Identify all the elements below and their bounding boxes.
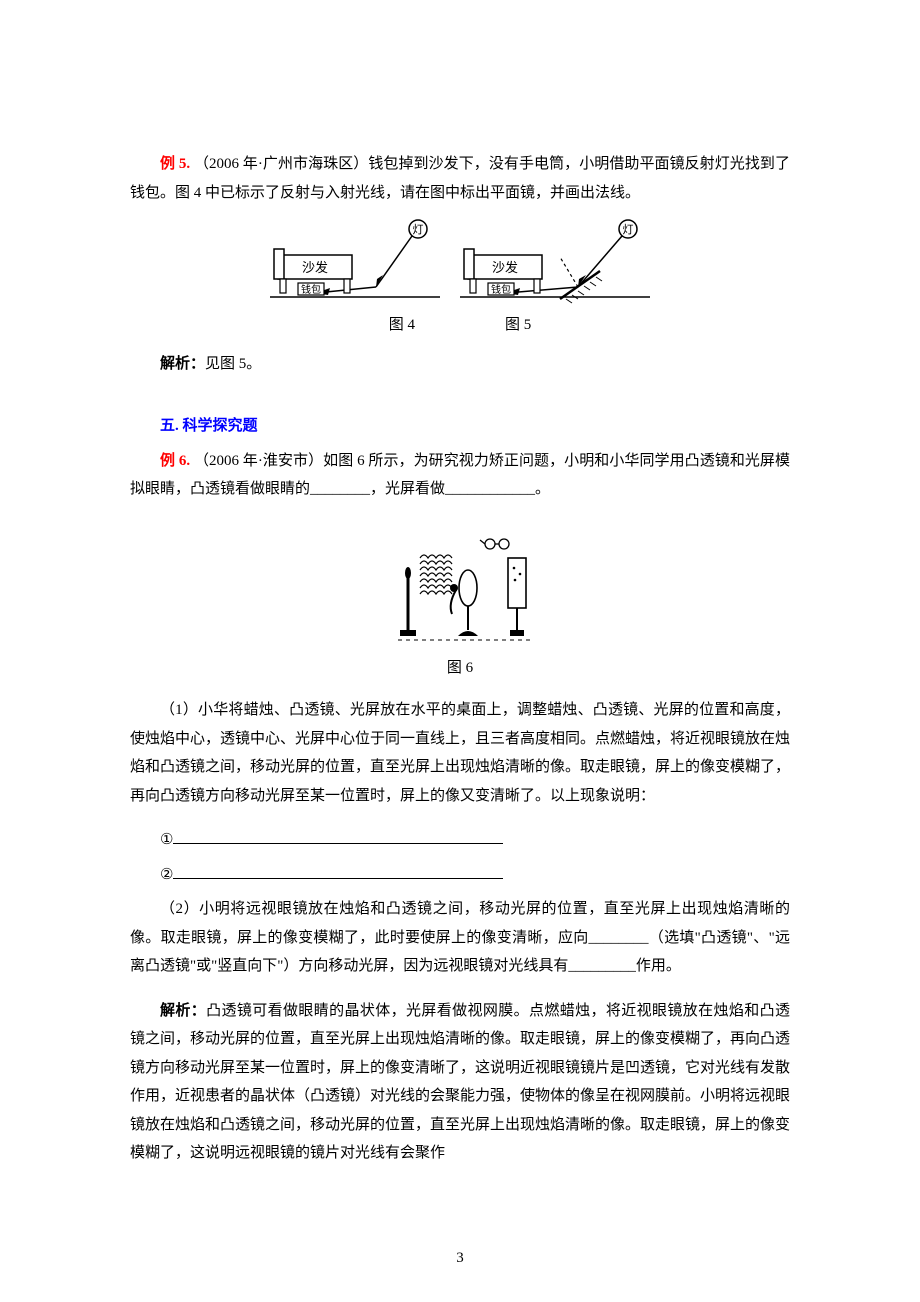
example-6-blank-2: ② bbox=[130, 861, 790, 890]
blank-2-label: ② bbox=[160, 867, 173, 883]
figure-4-svg: 灯 沙发 钱包 bbox=[270, 217, 440, 307]
figure-4-5-captions: 图 4 图 5 bbox=[130, 311, 790, 340]
example-6-analysis: 解析：凸透镜可看做眼睛的晶状体，光屏看做视网膜。点燃蜡烛，将近视眼镜放在烛焰和凸… bbox=[130, 997, 790, 1168]
svg-text:钱包: 钱包 bbox=[301, 283, 321, 296]
svg-text:灯: 灯 bbox=[413, 223, 424, 236]
example-6-intro: 例 6. （2006 年·淮安市）如图 6 所示，为研究视力矫正问题，小明和小华… bbox=[130, 447, 790, 504]
page: 例 5. （2006 年·广州市海珠区）钱包掉到沙发下，没有手电筒，小明借助平面… bbox=[0, 0, 920, 1302]
figure-4-caption: 图 4 bbox=[389, 311, 415, 340]
figure-5-svg: 灯 沙发 bbox=[460, 217, 650, 307]
section-5-heading-text: 五. 科学探究题 bbox=[160, 418, 258, 434]
svg-text:钱包: 钱包 bbox=[491, 283, 511, 296]
blank-2-line[interactable] bbox=[173, 861, 503, 879]
figure-4: 灯 沙发 钱包 bbox=[270, 217, 440, 307]
figure-6-caption: 图 6 bbox=[130, 654, 790, 683]
example-5-para: 例 5. （2006 年·广州市海珠区）钱包掉到沙发下，没有手电筒，小明借助平面… bbox=[130, 150, 790, 207]
example-5-analysis-text: 见图 5。 bbox=[205, 356, 261, 372]
example-5-label: 例 5. bbox=[160, 156, 190, 172]
example-5-text: （2006 年·广州市海珠区）钱包掉到沙发下，没有手电筒，小明借助平面镜反射灯光… bbox=[130, 156, 790, 201]
svg-text:灯: 灯 bbox=[623, 223, 634, 236]
example-6-p2: （2）小明将远视眼镜放在烛焰和凸透镜之间，移动光屏的位置，直至光屏上出现烛焰清晰… bbox=[130, 895, 790, 981]
example-6-analysis-text: 凸透镜可看做眼睛的晶状体，光屏看做视网膜。点燃蜡烛，将近视眼镜放在烛焰和凸透镜之… bbox=[130, 1003, 790, 1162]
example-6-label: 例 6. bbox=[160, 453, 190, 469]
figure-5-caption: 图 5 bbox=[505, 311, 531, 340]
blank-1-line[interactable] bbox=[173, 827, 503, 845]
example-6-p1: （1）小华将蜡烛、凸透镜、光屏放在水平的桌面上，调整蜡烛、凸透镜、光屏的位置和高… bbox=[130, 696, 790, 810]
page-number: 3 bbox=[0, 1244, 920, 1273]
figure-4-5-row: 灯 沙发 钱包 bbox=[130, 217, 790, 307]
svg-text:沙发: 沙发 bbox=[492, 260, 518, 275]
example-5-analysis-label: 解析： bbox=[160, 356, 205, 372]
example-6-analysis-label: 解析： bbox=[160, 1003, 206, 1019]
figure-5: 灯 沙发 bbox=[460, 217, 650, 307]
section-5-heading: 五. 科学探究题 bbox=[130, 412, 790, 441]
blank-1-label: ① bbox=[160, 832, 173, 848]
figure-6 bbox=[130, 518, 790, 648]
example-6-blank-1: ① bbox=[130, 826, 790, 855]
example-6-intro-text: （2006 年·淮安市）如图 6 所示，为研究视力矫正问题，小明和小华同学用凸透… bbox=[130, 453, 790, 498]
svg-text:沙发: 沙发 bbox=[302, 260, 328, 275]
example-5-analysis: 解析：见图 5。 bbox=[130, 350, 790, 379]
figure-6-svg bbox=[380, 518, 540, 648]
